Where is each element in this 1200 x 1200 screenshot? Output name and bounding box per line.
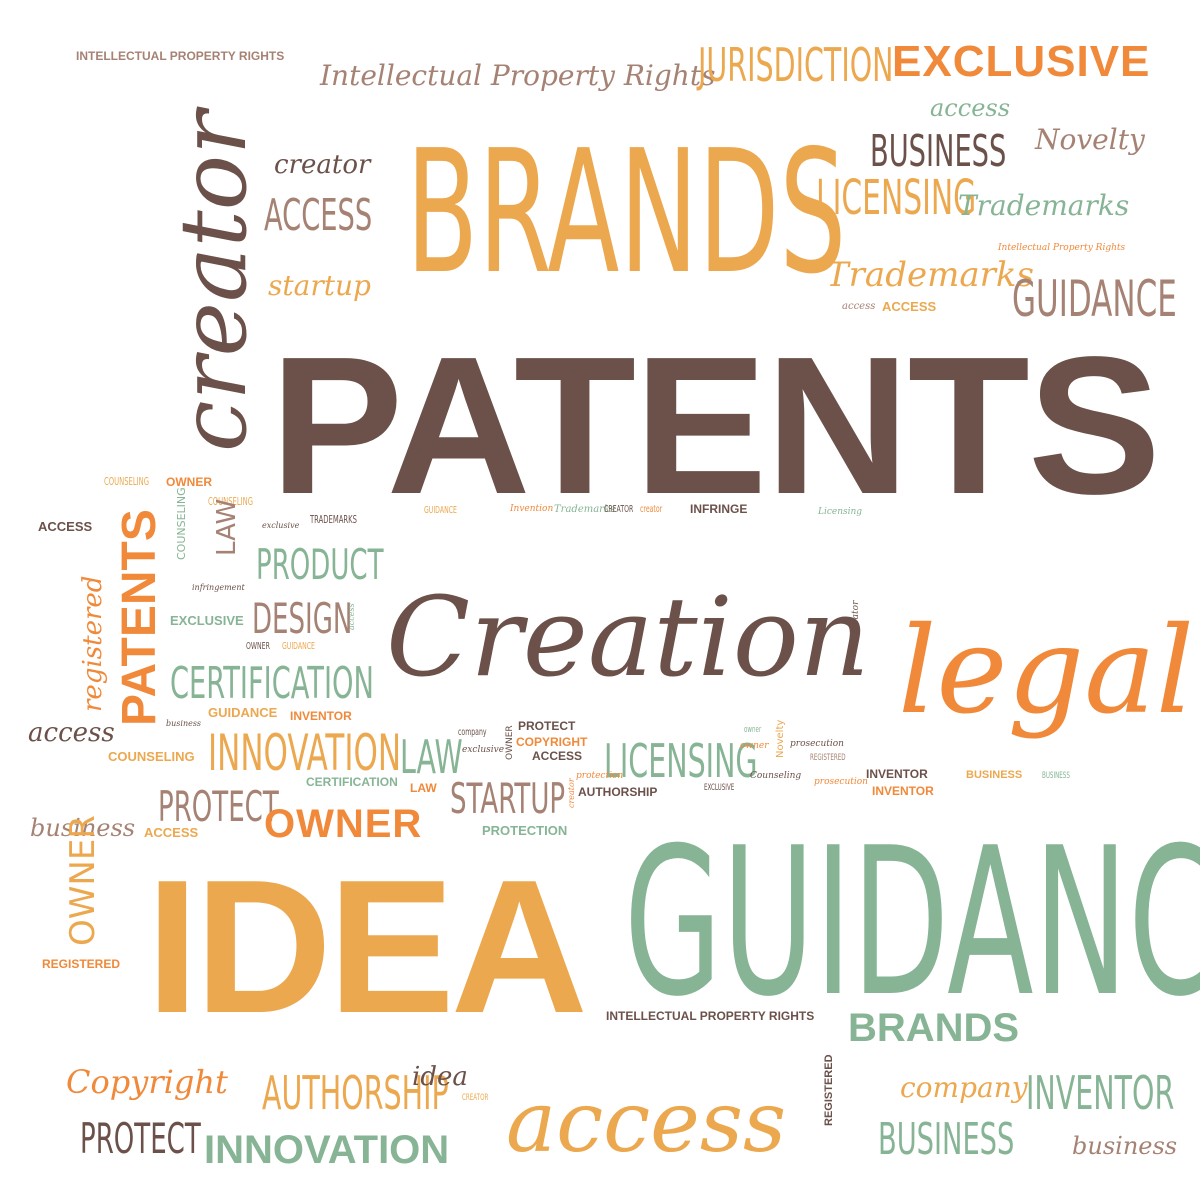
word-trademarks-tiny: TRADEMARKS [310, 514, 357, 525]
word-creator-vertical: creator [168, 111, 260, 452]
word-creation: Creation [386, 582, 870, 692]
word-innovation-bold: INNOVATION [204, 1130, 449, 1170]
word-exclusive-top: EXCLUSIVE [892, 40, 1150, 84]
word-ipr-small: INTELLECTUAL PROPERTY RIGHTS [76, 50, 284, 62]
word-creator-vertical-tiny2: creator [568, 778, 576, 808]
word-owner-small: OWNER [246, 642, 270, 652]
word-law-vertical: LAW [214, 499, 240, 556]
word-licensing-top: LICENSING [816, 174, 976, 222]
word-creator-vertical-tiny: creator [852, 601, 861, 634]
word-company-tiny: company [458, 728, 487, 738]
word-idea-big: IDEA [146, 852, 584, 1042]
word-certification-mid: CERTIFICATION [170, 662, 374, 706]
word-idea-script: idea [412, 1064, 468, 1090]
word-guidance-big: GUIDANCE [624, 822, 1200, 1026]
word-owner-tiny: OWNER [166, 476, 212, 488]
word-brands-bold: BRANDS [848, 1008, 1019, 1048]
word-guidance-tiny: GUIDANCE [424, 506, 457, 516]
word-law-bold: LAW [410, 782, 437, 794]
word-invention-tiny: Invention [510, 505, 553, 514]
word-access-vertical-tiny2: access [848, 645, 856, 672]
word-company-script: company [900, 1074, 1028, 1102]
word-authorship-bold: AUTHORSHIP [578, 786, 657, 798]
word-innovation-mid: INNOVATION [208, 728, 401, 778]
word-inventor-brown: INVENTOR [866, 768, 928, 780]
word-creator-tiny-bottom: CREATOR [462, 1094, 488, 1103]
word-owner-vertical: OWNER [66, 815, 100, 946]
word-licensing-mid: LICENSING [604, 738, 758, 784]
word-owner-script-tiny: owner [740, 742, 769, 751]
word-guidance-small: GUIDANCE [282, 642, 315, 652]
word-registered-bold: REGISTERED [42, 958, 120, 970]
word-guidance-bold-small: GUIDANCE [208, 706, 277, 719]
word-ipr-tiny: Intellectual Property Rights [998, 244, 1125, 253]
word-business-script-bottom: business [1072, 1134, 1177, 1158]
word-certification-bold: CERTIFICATION [306, 776, 398, 788]
word-owner-vertical-tiny: OWNER [506, 725, 515, 760]
word-infringe: INFRINGE [690, 503, 747, 515]
word-protect-small: PROTECT [518, 720, 575, 732]
word-inventor-small: INVENTOR [290, 710, 352, 722]
word-licensing-tiny: Licensing [818, 508, 862, 517]
word-copyright-small: COPYRIGHT [516, 736, 587, 748]
word-patents-vertical: PATENTS [116, 509, 164, 726]
word-counseling-script-tiny: Counseling [750, 772, 801, 781]
word-owner-big: OWNER [264, 804, 422, 844]
word-access-vertical-tiny: access [348, 603, 356, 630]
word-access-bold-mid: ACCESS [532, 750, 582, 762]
word-copyright-script: Copyright [66, 1066, 228, 1098]
word-inventor-bottom: INVENTOR [1026, 1070, 1174, 1116]
word-trademarks-orange: Trademarks [826, 258, 1034, 292]
word-business-bottom: BUSINESS [878, 1118, 1014, 1162]
word-protect-mid: PROTECT [158, 786, 279, 828]
word-patents-big: PATENTS [270, 328, 1159, 524]
word-creator-tiny1: CREATOR [604, 505, 633, 515]
word-design: DESIGN [252, 598, 352, 640]
word-counseling-bold: COUNSELING [108, 750, 195, 763]
word-counseling-tiny1: COUNSELING [104, 476, 149, 487]
word-business-bold-orange: BUSINESS [966, 770, 1022, 781]
word-startup-mid: STARTUP [450, 778, 565, 820]
word-business-tiny: business [166, 720, 201, 728]
word-novelty-vertical-tiny: Novelty [776, 720, 786, 758]
word-access-tiny: access [842, 302, 875, 312]
word-registered-vertical-bottom: REGISTERED [824, 1054, 835, 1126]
word-jurisdiction: JURISDICTION [698, 42, 894, 88]
word-infringement-tiny: infringement [192, 584, 245, 592]
word-registered-vertical: registered [80, 576, 106, 712]
word-novelty: Novelty [1035, 126, 1145, 154]
word-prosecution-tiny2: prosecution [814, 778, 868, 787]
word-product: PRODUCT [256, 544, 383, 586]
word-access-left: ACCESS [38, 520, 92, 533]
word-access-big: access [506, 1080, 786, 1164]
word-registered-tiny: REGISTERED [810, 754, 846, 763]
word-protection-tiny: protection [576, 772, 623, 781]
word-creator-tiny2: creator [640, 505, 662, 515]
word-protection-bold: PROTECTION [482, 824, 567, 837]
word-access-bold-small: ACCESS [882, 300, 936, 313]
word-exclusive-tiny: exclusive [262, 522, 299, 530]
word-startup: startup [268, 272, 371, 300]
word-access-left-script: access [28, 720, 115, 746]
word-trademarks-green: Trademarks [958, 192, 1129, 220]
word-access-green: access [930, 96, 1010, 120]
word-inventor-orange: INVENTOR [872, 785, 934, 797]
word-business-tiny-right: BUSINESS [1042, 772, 1070, 781]
word-creator-small: creator [274, 152, 370, 178]
word-business-top: BUSINESS [870, 130, 1006, 174]
word-counseling-vertical: COUNSELING [176, 487, 187, 560]
word-ipr-script: Intellectual Property Rights [320, 62, 715, 90]
word-protect-bottom: PROTECT [80, 1118, 201, 1160]
word-exclusive-tiny2: exclusive [462, 746, 504, 755]
word-brands-big: BRANDS [406, 128, 846, 298]
word-access-bold-tiny: ACCESS [144, 826, 198, 839]
word-prosecution-tiny: prosecution [790, 740, 844, 749]
word-exclusive-tiny3: EXCLUSIVE [704, 784, 734, 793]
word-access-caps: ACCESS [264, 194, 372, 238]
word-owner-tiny2: owner [744, 726, 761, 735]
word-legal: legal [898, 612, 1194, 732]
word-ipr-bottom: INTELLECTUAL PROPERTY RIGHTS [606, 1010, 814, 1022]
word-exclusive-green: EXCLUSIVE [170, 614, 244, 627]
